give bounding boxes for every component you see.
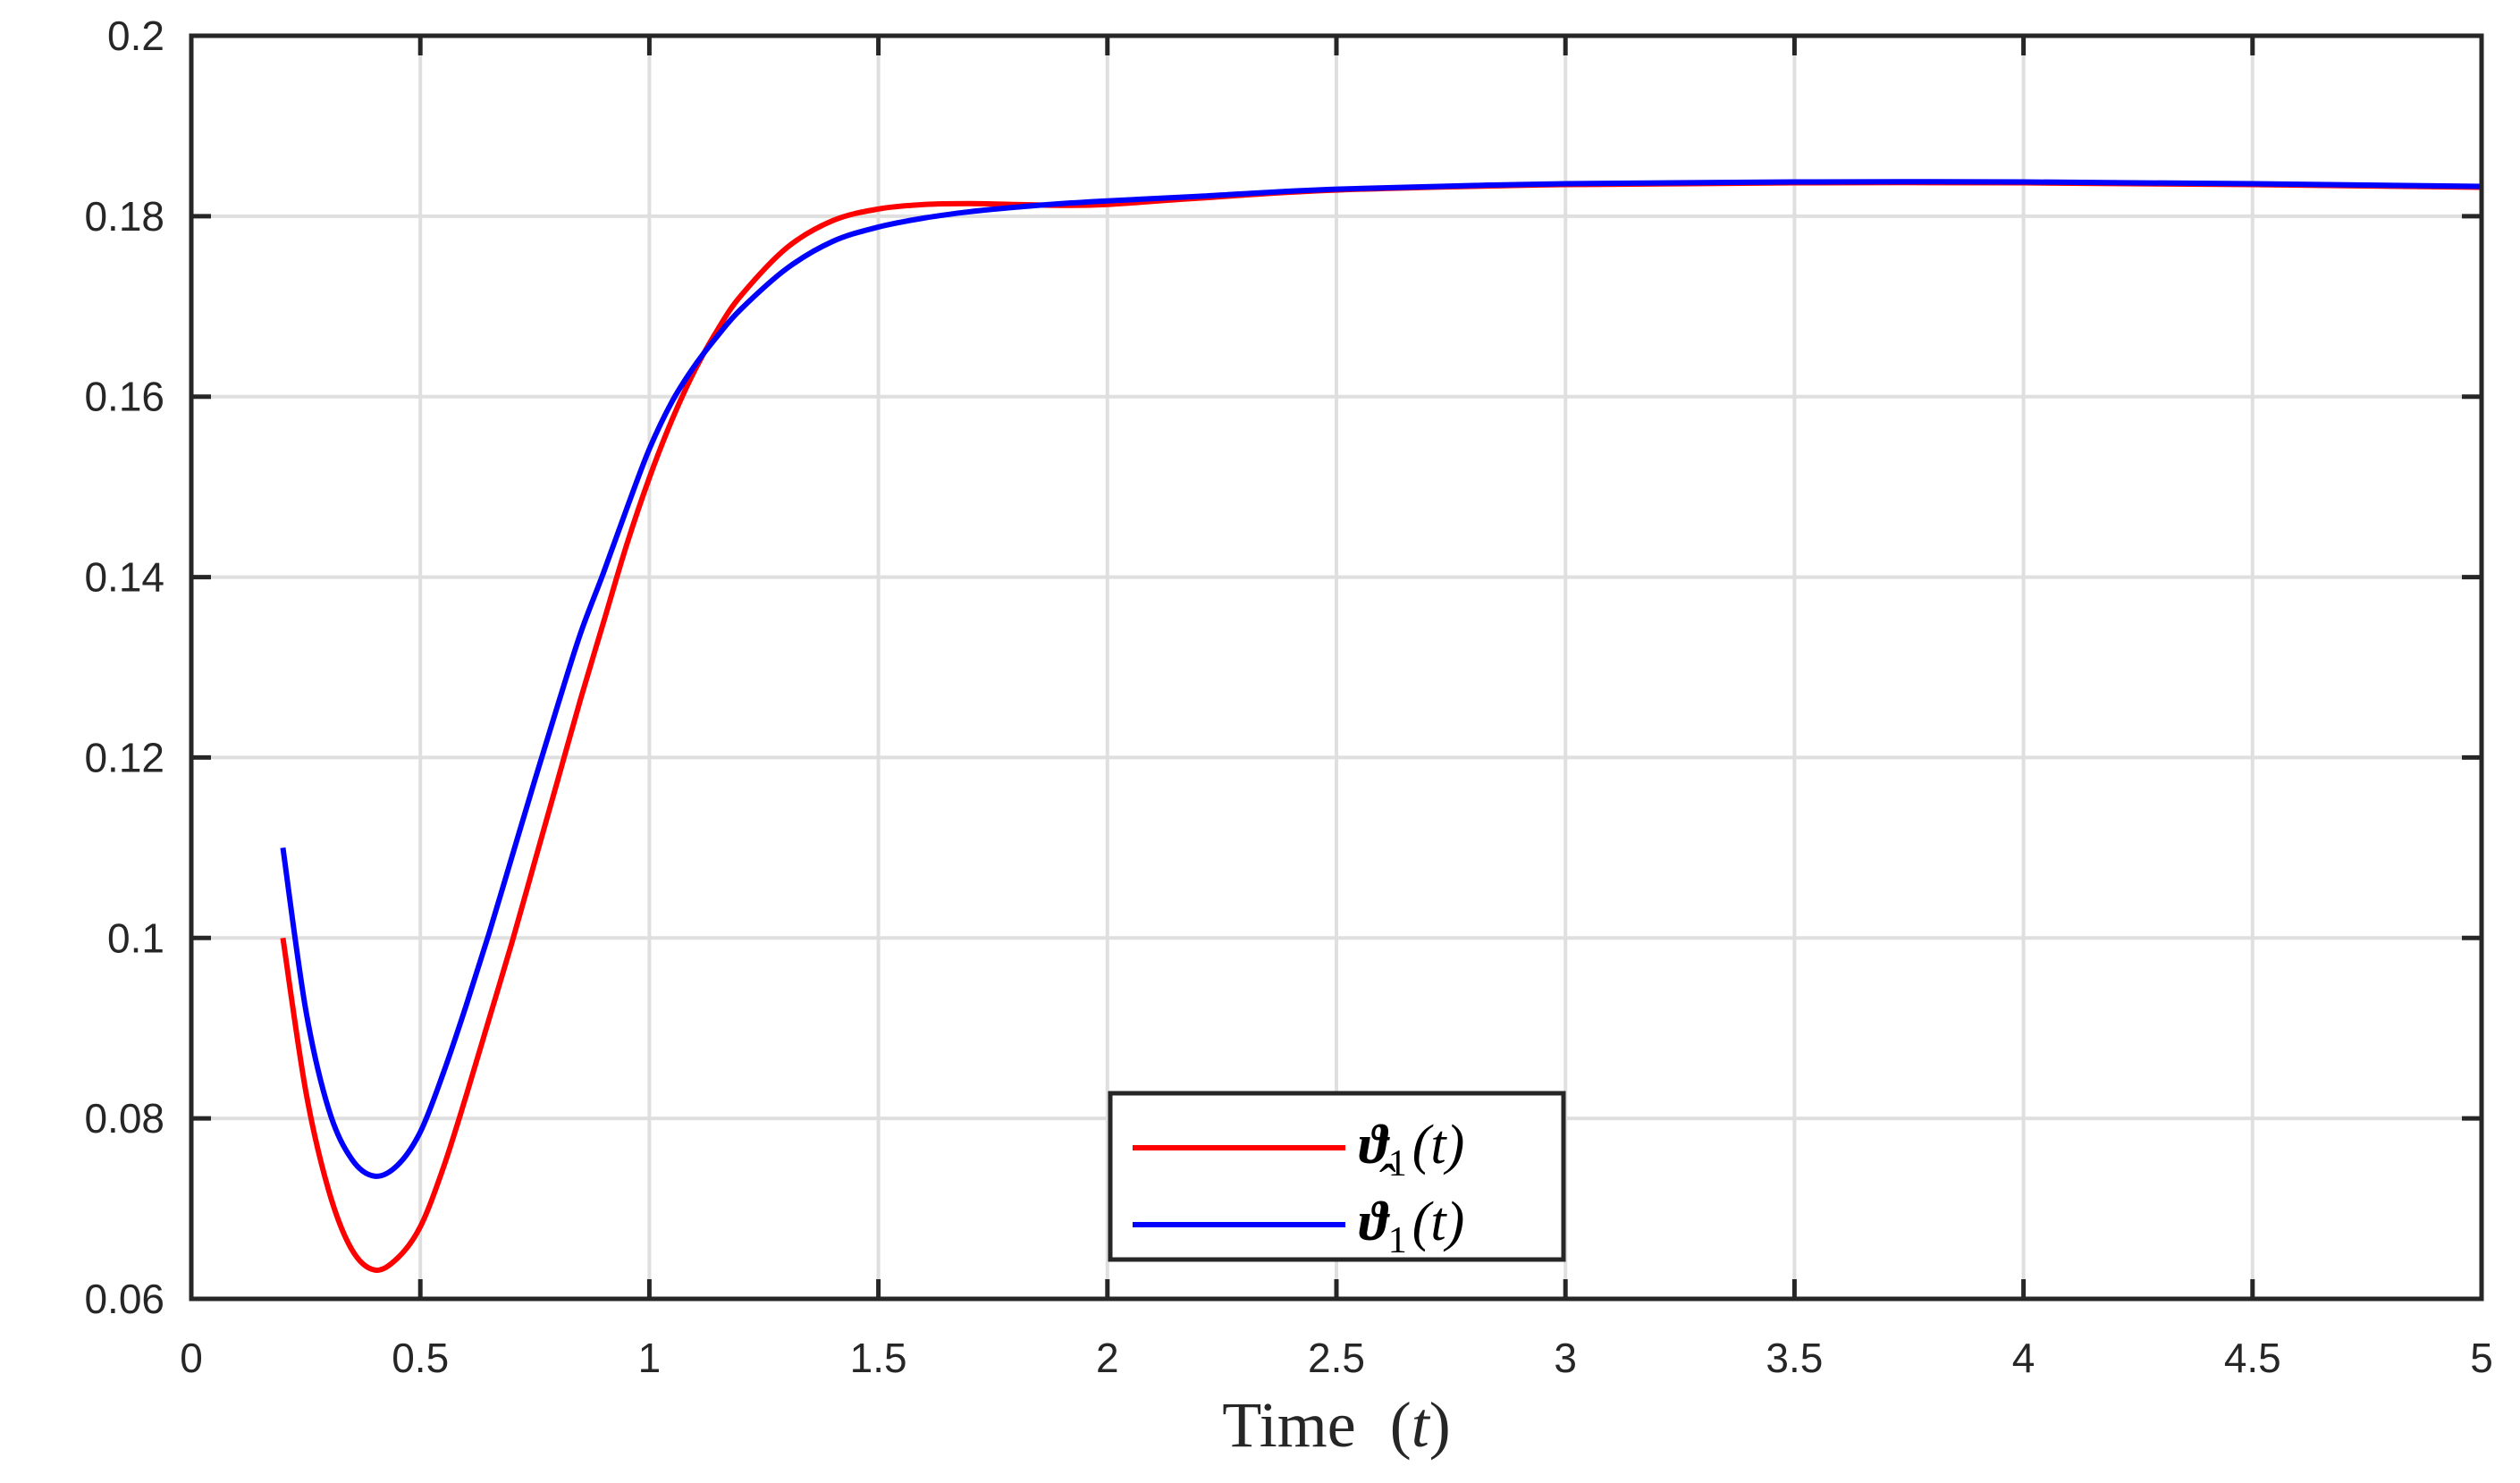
x-tick-label: 2 — [1096, 1335, 1119, 1381]
x-tick-label: 2.5 — [1308, 1335, 1365, 1381]
x-axis-label: Time (t) — [1222, 1389, 1450, 1461]
legend-subscript: 1 — [1388, 1220, 1407, 1261]
x-tick-label: 0 — [180, 1335, 203, 1381]
x-tick-label: 3 — [1554, 1335, 1577, 1381]
y-tick-label: 0.16 — [84, 374, 164, 420]
y-tick-label: 0.08 — [84, 1095, 164, 1142]
x-axis-label-text: Time — [1222, 1389, 1355, 1461]
legend-hat-accent: ˆ — [1375, 1154, 1396, 1215]
legend-item: ϑ1(t) — [1133, 1115, 1464, 1184]
y-tick-label: 0.06 — [84, 1276, 164, 1322]
legend-item: ϑ1(t)ˆ — [1133, 1154, 1464, 1261]
x-tick-label: 4.5 — [2224, 1335, 2281, 1381]
legend-subscript: 1 — [1388, 1143, 1407, 1184]
legend: ϑ1(t)ϑ1(t)ˆ — [1108, 1091, 1566, 1262]
legend-symbol: ϑ — [1359, 1192, 1390, 1252]
x-axis-label-t: t — [1412, 1389, 1431, 1461]
y-tick-label: 0.2 — [107, 13, 164, 59]
x-axis-label-close: ) — [1429, 1389, 1451, 1461]
y-tick-labels: 0.06 0.08 0.1 0.12 0.14 0.16 0.18 0.2 — [84, 13, 164, 1322]
x-tick-labels: 0 0.5 1 1.5 2 2.5 3 3.5 4 4.5 5 — [180, 1335, 2493, 1381]
legend-box — [1108, 1091, 1566, 1262]
legend-arg: (t) — [1412, 1115, 1465, 1175]
x-tick-label: 0.5 — [392, 1335, 449, 1381]
x-tick-label: 5 — [2470, 1335, 2493, 1381]
x-axis-label-var: ( — [1390, 1389, 1412, 1461]
y-tick-label: 0.12 — [84, 734, 164, 780]
y-tick-label: 0.18 — [84, 193, 164, 240]
plot-series — [280, 179, 2482, 1273]
legend-symbol: ϑ — [1359, 1115, 1390, 1175]
legend-label: ϑ1(t) — [1359, 1192, 1464, 1261]
series-theta1-hat-line — [280, 179, 2482, 1179]
y-tick-label: 0.1 — [107, 914, 164, 961]
x-tick-label: 3.5 — [1766, 1335, 1823, 1381]
y-tick-label: 0.14 — [84, 554, 164, 601]
x-tick-label: 4 — [2012, 1335, 2035, 1381]
legend-items: ϑ1(t)ϑ1(t)ˆ — [1133, 1115, 1464, 1261]
x-tick-label: 1 — [638, 1335, 662, 1381]
legend-arg: (t) — [1412, 1192, 1465, 1252]
x-tick-label: 1.5 — [850, 1335, 907, 1381]
legend-label: ϑ1(t) — [1359, 1115, 1464, 1184]
axis-ticks — [189, 33, 2484, 1302]
